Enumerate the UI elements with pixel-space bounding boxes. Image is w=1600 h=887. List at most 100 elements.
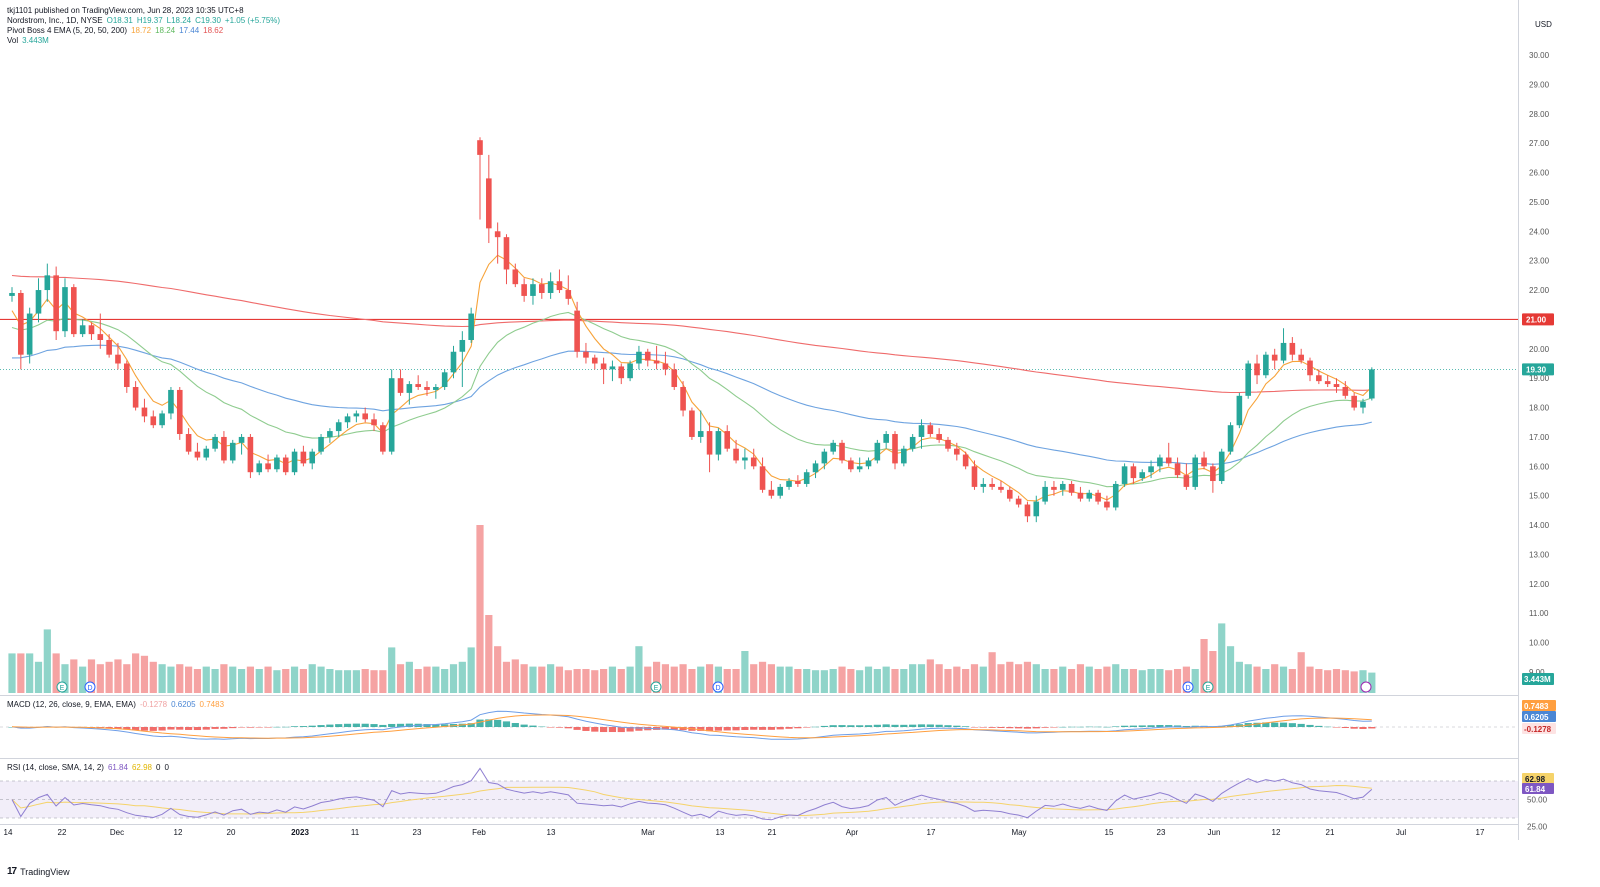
volume-bar xyxy=(123,664,131,693)
candle-body xyxy=(962,454,969,467)
candle-body xyxy=(1068,483,1075,493)
x-tick-label: 22 xyxy=(58,828,67,837)
last-price-label: 19.30 xyxy=(1526,365,1547,374)
volume-bar xyxy=(811,670,820,693)
volume-bar xyxy=(52,653,60,693)
volume-bar xyxy=(1050,669,1058,693)
x-tick-label: Dec xyxy=(110,828,124,837)
volume-bar xyxy=(803,669,811,693)
macd-histogram-bar xyxy=(935,724,943,727)
volume-bar xyxy=(882,666,890,693)
volume-bar xyxy=(873,669,881,693)
volume-bar xyxy=(441,669,449,693)
volume-bar xyxy=(308,664,316,693)
x-tick-label: 20 xyxy=(227,828,236,837)
volume-bar xyxy=(1023,661,1032,693)
volume-bar xyxy=(997,664,1005,693)
macd-histogram-bar xyxy=(167,727,175,730)
macd-histogram-bar xyxy=(290,726,299,727)
volume-bar xyxy=(1262,669,1270,693)
candle-body xyxy=(848,460,854,470)
volume-bar xyxy=(202,666,210,693)
rsi-axis-label: 25.00 xyxy=(1527,823,1548,832)
candle-body xyxy=(433,387,439,390)
ema20-line xyxy=(11,311,1372,488)
candle-body xyxy=(680,387,686,411)
candle-body xyxy=(62,287,68,332)
candle-body xyxy=(388,378,395,452)
macd-histogram-bar xyxy=(1023,727,1032,729)
macd-histogram-bar xyxy=(185,727,193,730)
macd-histogram-bar xyxy=(1271,722,1279,727)
candle-body xyxy=(1051,486,1057,490)
volume-bar xyxy=(856,670,864,693)
candle-body xyxy=(503,237,510,270)
x-tick-label: 12 xyxy=(1272,828,1281,837)
volume-bar xyxy=(705,664,714,693)
candle-body xyxy=(1289,342,1296,355)
candle-body xyxy=(9,292,15,296)
candle-body xyxy=(1033,501,1040,517)
macd-histogram-bar xyxy=(423,724,431,727)
volume-bar xyxy=(1068,669,1076,693)
macd-histogram-bar xyxy=(299,726,307,727)
volume-bar xyxy=(1200,639,1208,693)
x-tick-label: 14 xyxy=(4,828,13,837)
candle-body xyxy=(282,457,289,473)
volume-bar xyxy=(1138,670,1146,693)
candle-body xyxy=(53,275,59,332)
volume-bar xyxy=(290,666,299,693)
candle-body xyxy=(26,313,33,355)
macd-histogram-bar xyxy=(714,727,722,731)
x-tick-label: 13 xyxy=(547,828,556,837)
x-tick-label: May xyxy=(1011,828,1026,837)
tradingview-logo-text: TradingView xyxy=(20,866,70,877)
macd-histogram-bar xyxy=(1359,727,1367,730)
macd-signal-value: 0.7483 xyxy=(199,700,225,709)
rsi-axis-label: 61.84 xyxy=(1525,785,1546,794)
volume-bar xyxy=(573,669,581,693)
volume-bar xyxy=(1076,664,1085,693)
candle-body xyxy=(300,451,307,464)
x-tick-label: Mar xyxy=(641,828,655,837)
event-marker-letter: D xyxy=(1185,685,1190,692)
macd-legend: MACD (12, 26, close, 9, EMA, EMA) -0.1278… xyxy=(7,700,228,710)
price-label-21-bg xyxy=(1522,313,1554,326)
macd-histogram-bar xyxy=(1279,722,1288,727)
candle-body xyxy=(1254,363,1260,376)
macd-histogram-bar xyxy=(149,727,157,731)
candle-body xyxy=(583,351,589,358)
rsi-axis-label: 62.98 xyxy=(1525,775,1546,784)
candle-body xyxy=(1059,483,1066,490)
volume-bar xyxy=(617,669,625,693)
volume-bar xyxy=(140,655,149,693)
candle-body xyxy=(247,436,254,473)
x-tick-label: Apr xyxy=(846,828,859,837)
candle-body xyxy=(203,448,210,458)
candle-body xyxy=(1130,466,1137,479)
macd-histogram-bar xyxy=(246,727,255,728)
candle-body xyxy=(821,451,828,464)
event-marker-letter: E xyxy=(654,685,659,692)
volume-bar xyxy=(237,669,246,693)
ohlc-high: H19.37 xyxy=(136,16,163,25)
candle-body xyxy=(362,413,368,420)
candle-body xyxy=(936,434,942,440)
volume-bar xyxy=(61,664,69,693)
macd-histogram-bar xyxy=(511,723,519,727)
volume-bar xyxy=(652,661,661,693)
last-price-label-bg xyxy=(1522,363,1554,376)
event-marker-letter: E xyxy=(1206,685,1211,692)
volume-bar xyxy=(555,666,564,693)
candle-body xyxy=(591,357,598,364)
volume-bar xyxy=(335,670,343,693)
candle-body xyxy=(1280,342,1287,361)
volume-bar xyxy=(255,669,263,693)
ema-label: Pivot Boss 4 EMA (5, 20, 50, 200) xyxy=(7,26,128,35)
volume-bar xyxy=(970,664,979,693)
volume-bar xyxy=(864,666,873,693)
tradingview-footer[interactable]: 17 TradingView xyxy=(7,866,70,877)
candle-body xyxy=(1183,475,1190,487)
